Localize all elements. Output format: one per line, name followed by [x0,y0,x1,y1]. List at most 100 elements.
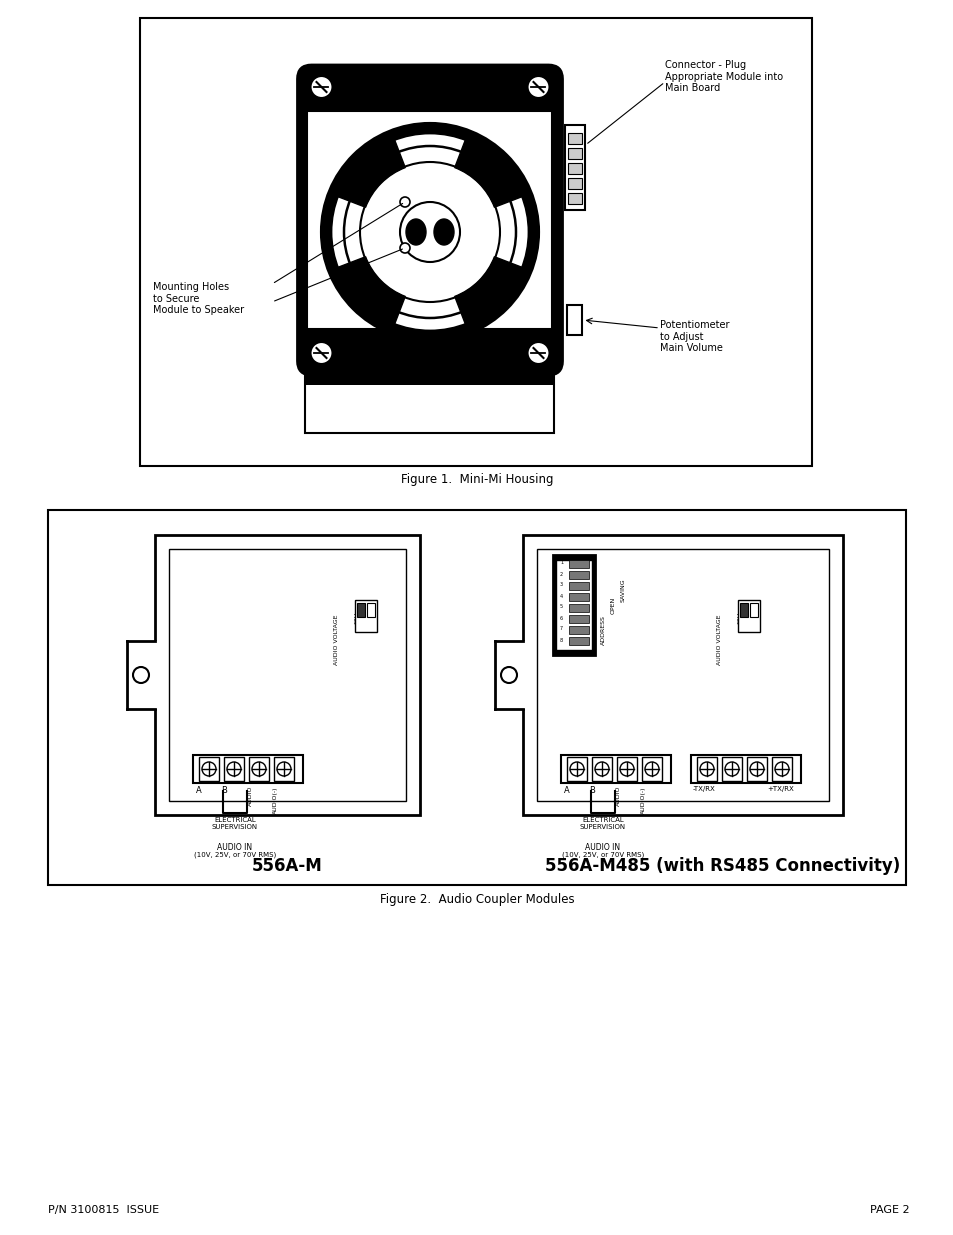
Bar [568,163,582,174]
FancyBboxPatch shape [297,65,562,375]
Circle shape [500,667,517,683]
Text: (10V, 25V, or 70V RMS): (10V, 25V, or 70V RMS) [193,851,275,857]
Bar [199,757,219,781]
Bar [537,550,828,802]
Text: 70V: 70V [753,611,758,624]
Circle shape [331,133,529,331]
Bar [193,755,303,783]
Bar [771,757,791,781]
Text: 1: 1 [559,561,562,566]
Bar [566,757,586,781]
Bar [592,757,612,781]
Text: 556A-M: 556A-M [252,857,322,876]
Text: AUDIO(-): AUDIO(-) [273,785,277,814]
Text: A: A [196,785,202,795]
Bar [738,600,760,632]
Bar [355,600,376,632]
Bar [568,133,582,144]
Text: -TX/RX: -TX/RX [692,785,715,792]
Bar [356,603,365,618]
Bar [617,757,637,781]
Bar [740,603,747,618]
Circle shape [132,667,149,683]
Text: ADDRESS: ADDRESS [600,615,605,645]
Bar [568,637,588,645]
Text: Mounting Holes
to Secure
Module to Speaker: Mounting Holes to Secure Module to Speak… [152,282,244,315]
Circle shape [202,762,215,776]
Bar [274,757,294,781]
Text: 10V: 10V [737,613,741,624]
Bar [568,582,588,590]
Circle shape [310,342,333,364]
Circle shape [527,77,549,98]
Text: P/N 3100815  ISSUE: P/N 3100815 ISSUE [48,1205,159,1215]
Bar [567,305,582,335]
Text: 3: 3 [559,583,562,588]
Bar [565,125,585,210]
Bar [249,757,269,781]
Circle shape [344,146,516,317]
Text: 8: 8 [559,637,562,642]
Text: 4: 4 [559,594,562,599]
Text: AUDIO VOLTAGE: AUDIO VOLTAGE [335,615,339,666]
Circle shape [700,762,713,776]
Text: 6: 6 [559,615,562,620]
Bar [641,757,661,781]
Text: ELECTRICAL
SUPERVISION: ELECTRICAL SUPERVISION [579,818,625,830]
Text: 2: 2 [559,572,562,577]
Bar [305,375,554,433]
Bar [568,626,588,634]
Text: 70V: 70V [370,611,375,624]
Text: Figure 2.  Audio Coupler Modules: Figure 2. Audio Coupler Modules [379,893,574,906]
Circle shape [527,342,549,364]
Wedge shape [337,140,405,207]
Bar [568,559,588,568]
Text: 7: 7 [559,626,562,631]
Circle shape [774,762,788,776]
Ellipse shape [406,219,426,245]
Bar [367,603,375,618]
Bar [568,178,582,189]
Bar [127,641,157,709]
Bar [721,757,741,781]
Bar [560,755,670,783]
Circle shape [276,762,291,776]
Circle shape [569,762,583,776]
Text: +TX/RX: +TX/RX [767,785,794,792]
Circle shape [399,203,459,262]
Bar [495,641,524,709]
Text: OPEN: OPEN [610,597,616,614]
Ellipse shape [434,219,454,245]
Text: 10V: 10V [355,613,359,624]
Bar [568,571,588,579]
Bar [697,757,717,781]
Circle shape [399,198,410,207]
Text: Figure 1.  Mini-Mi Housing: Figure 1. Mini-Mi Housing [400,473,553,487]
Circle shape [310,77,333,98]
Bar [224,757,244,781]
Text: B: B [221,785,227,795]
Text: B: B [588,785,595,795]
Text: AUDIO(-): AUDIO(-) [639,785,645,814]
Text: Potentiometer
to Adjust
Main Volume: Potentiometer to Adjust Main Volume [659,320,729,353]
Text: ELECTRICAL
SUPERVISION: ELECTRICAL SUPERVISION [212,818,258,830]
Text: A: A [563,785,569,795]
Circle shape [724,762,739,776]
Text: AUDIO: AUDIO [615,785,619,806]
Bar [307,73,552,111]
Bar [307,329,552,367]
Bar [307,111,552,329]
Circle shape [619,762,634,776]
Circle shape [749,762,763,776]
Text: 25V: 25V [744,611,750,624]
Bar [690,755,801,783]
Bar [305,375,554,385]
Bar [568,604,588,613]
Text: 556A-M485 (with RS485 Connectivity): 556A-M485 (with RS485 Connectivity) [545,857,900,876]
Text: SAVING: SAVING [620,578,625,601]
Bar [48,510,905,885]
Text: AUDIO VOLTAGE: AUDIO VOLTAGE [717,615,721,666]
Bar [553,555,595,655]
Bar [169,550,406,802]
Circle shape [644,762,659,776]
